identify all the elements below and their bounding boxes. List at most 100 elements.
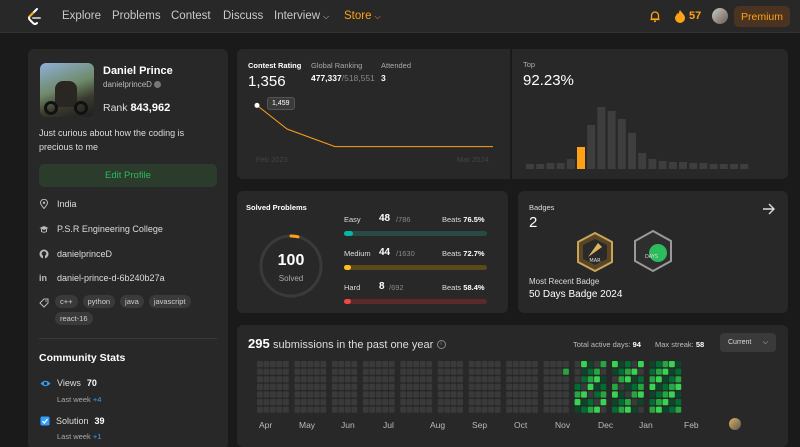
global-ranking-label: Global Ranking (311, 61, 363, 70)
heatmap-cell (675, 399, 682, 406)
heatmap-cell (388, 406, 395, 413)
hard-beats-label: Beats (442, 283, 462, 292)
views-stat: Views 70 (40, 378, 97, 388)
bell-icon[interactable] (648, 9, 662, 23)
heatmap-cell (656, 376, 662, 383)
arrow-right-icon[interactable] (762, 203, 776, 215)
heatmap-cell (351, 391, 358, 398)
heatmap-cell (488, 361, 494, 368)
heatmap-cell (382, 391, 389, 398)
location-text: India (57, 199, 77, 209)
heatmap-cell (488, 368, 494, 375)
march-badge-icon[interactable]: MAR (574, 231, 616, 273)
fifty-days-badge-icon[interactable]: DAYS (631, 229, 675, 273)
heatmap-cell (263, 376, 270, 383)
heatmap-cell (313, 376, 320, 383)
submission-heatmap[interactable] (237, 359, 788, 419)
nav-discuss[interactable]: Discuss (223, 10, 264, 22)
profile-name: Daniel Prince (103, 65, 173, 77)
heatmap-cell (437, 391, 444, 398)
leetcode-logo-icon[interactable] (27, 8, 43, 25)
heatmap-cell (532, 406, 538, 413)
nav-contest[interactable]: Contest (171, 10, 211, 22)
heatmap-cell (481, 391, 488, 398)
rating-line-chart[interactable] (237, 89, 510, 179)
streak-count[interactable]: 57 (689, 10, 702, 22)
heatmap-cell (320, 399, 327, 406)
heatmap-cell (450, 376, 457, 383)
heatmap-cell (525, 383, 532, 390)
fifty-days-badge-text: DAYS (645, 254, 658, 260)
medium-label: Medium (344, 249, 371, 258)
heatmap-cell (276, 383, 283, 390)
edit-profile-button[interactable]: Edit Profile (39, 164, 217, 187)
heatmap-cell (625, 406, 631, 413)
heatmap-cell (481, 361, 488, 368)
heatmap-cell (631, 406, 638, 413)
heatmap-cell (563, 361, 569, 368)
info-icon[interactable]: i (436, 340, 446, 350)
easy-beats: Beats 76.5% (442, 215, 485, 224)
heatmap-cell (581, 368, 587, 375)
heatmap-cell (468, 406, 475, 413)
hard-count: 8 (379, 281, 385, 292)
heatmap-cell (594, 406, 600, 413)
fire-icon[interactable] (674, 9, 686, 23)
chevron-down-icon: ⌵ (762, 338, 768, 346)
skill-tag[interactable]: javascript (148, 295, 191, 308)
linkedin-text[interactable]: daniel-prince-d-6b240b27a (57, 273, 165, 283)
nav-problems[interactable]: Problems (112, 10, 161, 22)
premium-button[interactable]: Premium (734, 6, 790, 27)
nav-explore[interactable]: Explore (62, 10, 101, 22)
heatmap-cell (313, 406, 320, 413)
heatmap-cell (574, 383, 581, 390)
nav-store[interactable]: Store ⌵ (344, 10, 381, 22)
skill-tag[interactable]: c++ (55, 295, 78, 308)
heatmap-cell (649, 368, 656, 375)
heatmap-cell (675, 406, 682, 413)
github-text[interactable]: danielprinceD (57, 249, 113, 259)
nav-interview[interactable]: Interview ⌵ (274, 10, 329, 22)
heatmap-cell (519, 361, 525, 368)
max-streak-label: Max streak: (655, 340, 694, 349)
heatmap-cell (649, 361, 656, 368)
submissions-header: 295 submissions in the past one year i (248, 336, 446, 351)
skill-tag[interactable]: python (82, 295, 116, 308)
heatmap-cell (618, 376, 625, 383)
heatmap-cell (344, 406, 351, 413)
histogram-bar (668, 162, 677, 169)
skill-tags: c++ python java javascript react-16 (55, 295, 225, 325)
heatmap-cell (612, 406, 618, 413)
heatmap-cell (338, 361, 345, 368)
solved-progress-ring[interactable] (258, 233, 324, 299)
heatmap-cell (276, 376, 283, 383)
heatmap-cell (294, 391, 301, 398)
rating-histogram[interactable] (526, 107, 766, 171)
profile-rank: Rank 843,962 (103, 102, 170, 114)
college-row: P.S.R Engineering College (39, 224, 163, 234)
heatmap-cell (600, 399, 607, 406)
skill-tag[interactable]: react-16 (55, 312, 93, 325)
heatmap-cell (307, 406, 314, 413)
heatmap-cell (662, 399, 669, 406)
heatmap-cell (406, 376, 413, 383)
heatmap-cell (669, 368, 675, 375)
eye-icon (40, 380, 51, 386)
heatmap-cell (294, 361, 301, 368)
heatmap-cell (344, 361, 351, 368)
heatmap-cell (419, 368, 426, 375)
heatmap-cell (494, 383, 501, 390)
views-last-week-label: Last week (57, 395, 91, 404)
heatmap-cell (437, 399, 444, 406)
user-avatar[interactable] (712, 8, 728, 24)
histogram-bar (679, 162, 687, 169)
heatmap-cell (638, 406, 644, 413)
heatmap-cell (649, 399, 656, 406)
heatmap-cell (512, 361, 519, 368)
heatmap-cell (625, 361, 631, 368)
linkedin-row[interactable]: in daniel-prince-d-6b240b27a (39, 273, 165, 283)
current-year-dropdown[interactable]: Current ⌵ (720, 333, 776, 352)
github-row[interactable]: danielprinceD (39, 249, 112, 259)
skill-tag[interactable]: java (120, 295, 144, 308)
heatmap-cell (550, 406, 556, 413)
